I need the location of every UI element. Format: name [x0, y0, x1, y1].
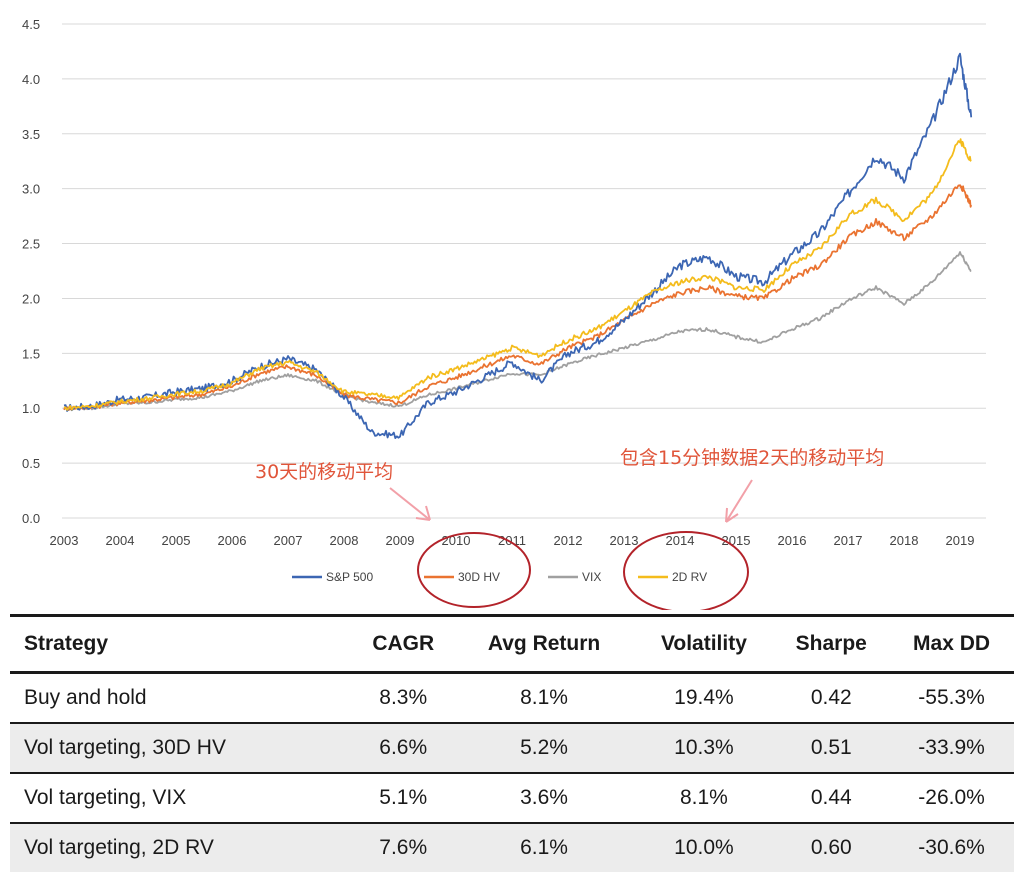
legend-label: 30D HV [458, 570, 500, 584]
x-tick-label: 2014 [666, 533, 695, 548]
x-tick-label: 2006 [218, 533, 247, 548]
table-row: Vol targeting, 30D HV 6.6% 5.2% 10.3% 0.… [10, 723, 1014, 773]
annotation-arrow [725, 479, 753, 523]
x-tick-label: 2013 [610, 533, 639, 548]
y-tick-label: 1.5 [22, 346, 40, 361]
x-tick-label: 2017 [834, 533, 863, 548]
cell-avg-return: 5.2% [520, 736, 568, 759]
y-tick-label: 4.0 [22, 72, 40, 87]
annotation-arrow [389, 487, 431, 521]
annotation-circle [417, 532, 531, 608]
x-tick-label: 2011 [498, 533, 526, 548]
y-tick-label: 2.0 [22, 291, 40, 306]
cell-avg-return: 3.6% [520, 786, 568, 809]
y-tick-label: 3.5 [22, 127, 40, 142]
cell-max-dd: -33.9% [918, 736, 985, 759]
cell-avg-return: 8.1% [520, 686, 568, 709]
x-tick-label: 2012 [554, 533, 583, 548]
y-tick-label: 3.0 [22, 182, 40, 197]
cell-sharpe: 0.60 [810, 836, 852, 859]
y-tick-label: 2.5 [22, 237, 40, 252]
cell-strategy: Vol targeting, 30D HV [24, 736, 226, 759]
x-tick-label: 2018 [890, 533, 919, 548]
legend-label: VIX [582, 570, 601, 584]
x-tick-label: 2005 [162, 533, 191, 548]
legend-label: S&P 500 [326, 570, 373, 584]
cell-strategy: Vol targeting, VIX [24, 786, 187, 809]
header-strategy: Strategy [24, 632, 109, 655]
strategy-table: Strategy CAGR Avg Return Volatility Shar… [10, 614, 1014, 872]
table-row: Vol targeting, VIX 5.1% 3.6% 8.1% 0.44 -… [10, 773, 1014, 823]
table-header-row: Strategy CAGR Avg Return Volatility Shar… [10, 615, 1014, 673]
cell-sharpe: 0.51 [810, 736, 852, 759]
x-tick-label: 2015 [722, 533, 751, 548]
x-tick-label: 2009 [386, 533, 415, 548]
cell-max-dd: -55.3% [918, 686, 985, 709]
cell-max-dd: -30.6% [918, 836, 985, 859]
cell-avg-return: 6.1% [520, 836, 568, 859]
x-tick-label: 2003 [50, 533, 79, 548]
legend-label: 2D RV [672, 570, 707, 584]
cell-strategy: Vol targeting, 2D RV [24, 836, 214, 859]
header-max-dd: Max DD [913, 632, 991, 655]
cell-max-dd: -26.0% [918, 786, 985, 809]
cell-cagr: 5.1% [379, 786, 428, 809]
x-tick-label: 2019 [946, 533, 975, 548]
cell-volatility: 10.0% [674, 836, 734, 859]
cell-sharpe: 0.42 [810, 686, 852, 709]
table-row: Vol targeting, 2D RV 7.6% 6.1% 10.0% 0.6… [10, 823, 1014, 872]
y-tick-label: 1.0 [22, 401, 40, 416]
cell-cagr: 6.6% [379, 736, 428, 759]
annotation-text: 30天的移动平均 [255, 461, 393, 483]
y-tick-label: 0.0 [22, 511, 40, 526]
cell-strategy: Buy and hold [24, 686, 147, 709]
cell-cagr: 8.3% [379, 686, 428, 709]
performance-table: Strategy CAGR Avg Return Volatility Shar… [10, 614, 1014, 872]
x-tick-label: 2016 [778, 533, 807, 548]
series-line-s-p-500 [63, 52, 973, 439]
cell-cagr: 7.6% [379, 836, 428, 859]
header-cagr: CAGR [372, 632, 435, 655]
cell-volatility: 10.3% [674, 736, 734, 759]
header-sharpe: Sharpe [795, 632, 867, 655]
series-line-vix [63, 251, 972, 411]
annotation-text: 包含15分钟数据2天的移动平均 [620, 447, 884, 469]
x-tick-label: 2004 [106, 533, 135, 548]
cell-volatility: 8.1% [679, 786, 728, 809]
line-chart: 0.0 0.5 1.0 1.5 2.0 2.5 3.0 3.5 4.0 4.5 2003 2004 2… [22, 17, 986, 610]
header-avg-return: Avg Return [487, 632, 601, 655]
y-tick-label: 4.5 [22, 17, 40, 32]
x-tick-label: 2008 [330, 533, 359, 548]
table-row: Buy and hold 8.3% 8.1% 19.4% 0.42 -55.3% [10, 673, 1014, 723]
chart: 0.0 0.5 1.0 1.5 2.0 2.5 3.0 3.5 4.0 4.5 2003 2004 2… [22, 17, 986, 610]
cell-sharpe: 0.44 [810, 786, 852, 809]
cell-volatility: 19.4% [674, 686, 734, 709]
header-volatility: Volatility [660, 632, 747, 655]
annotation-circle [623, 531, 749, 610]
series-line-2d-rv [63, 138, 972, 411]
x-tick-label: 2007 [274, 533, 303, 548]
series-line-30d-hv [63, 184, 973, 411]
y-tick-label: 0.5 [22, 456, 40, 471]
